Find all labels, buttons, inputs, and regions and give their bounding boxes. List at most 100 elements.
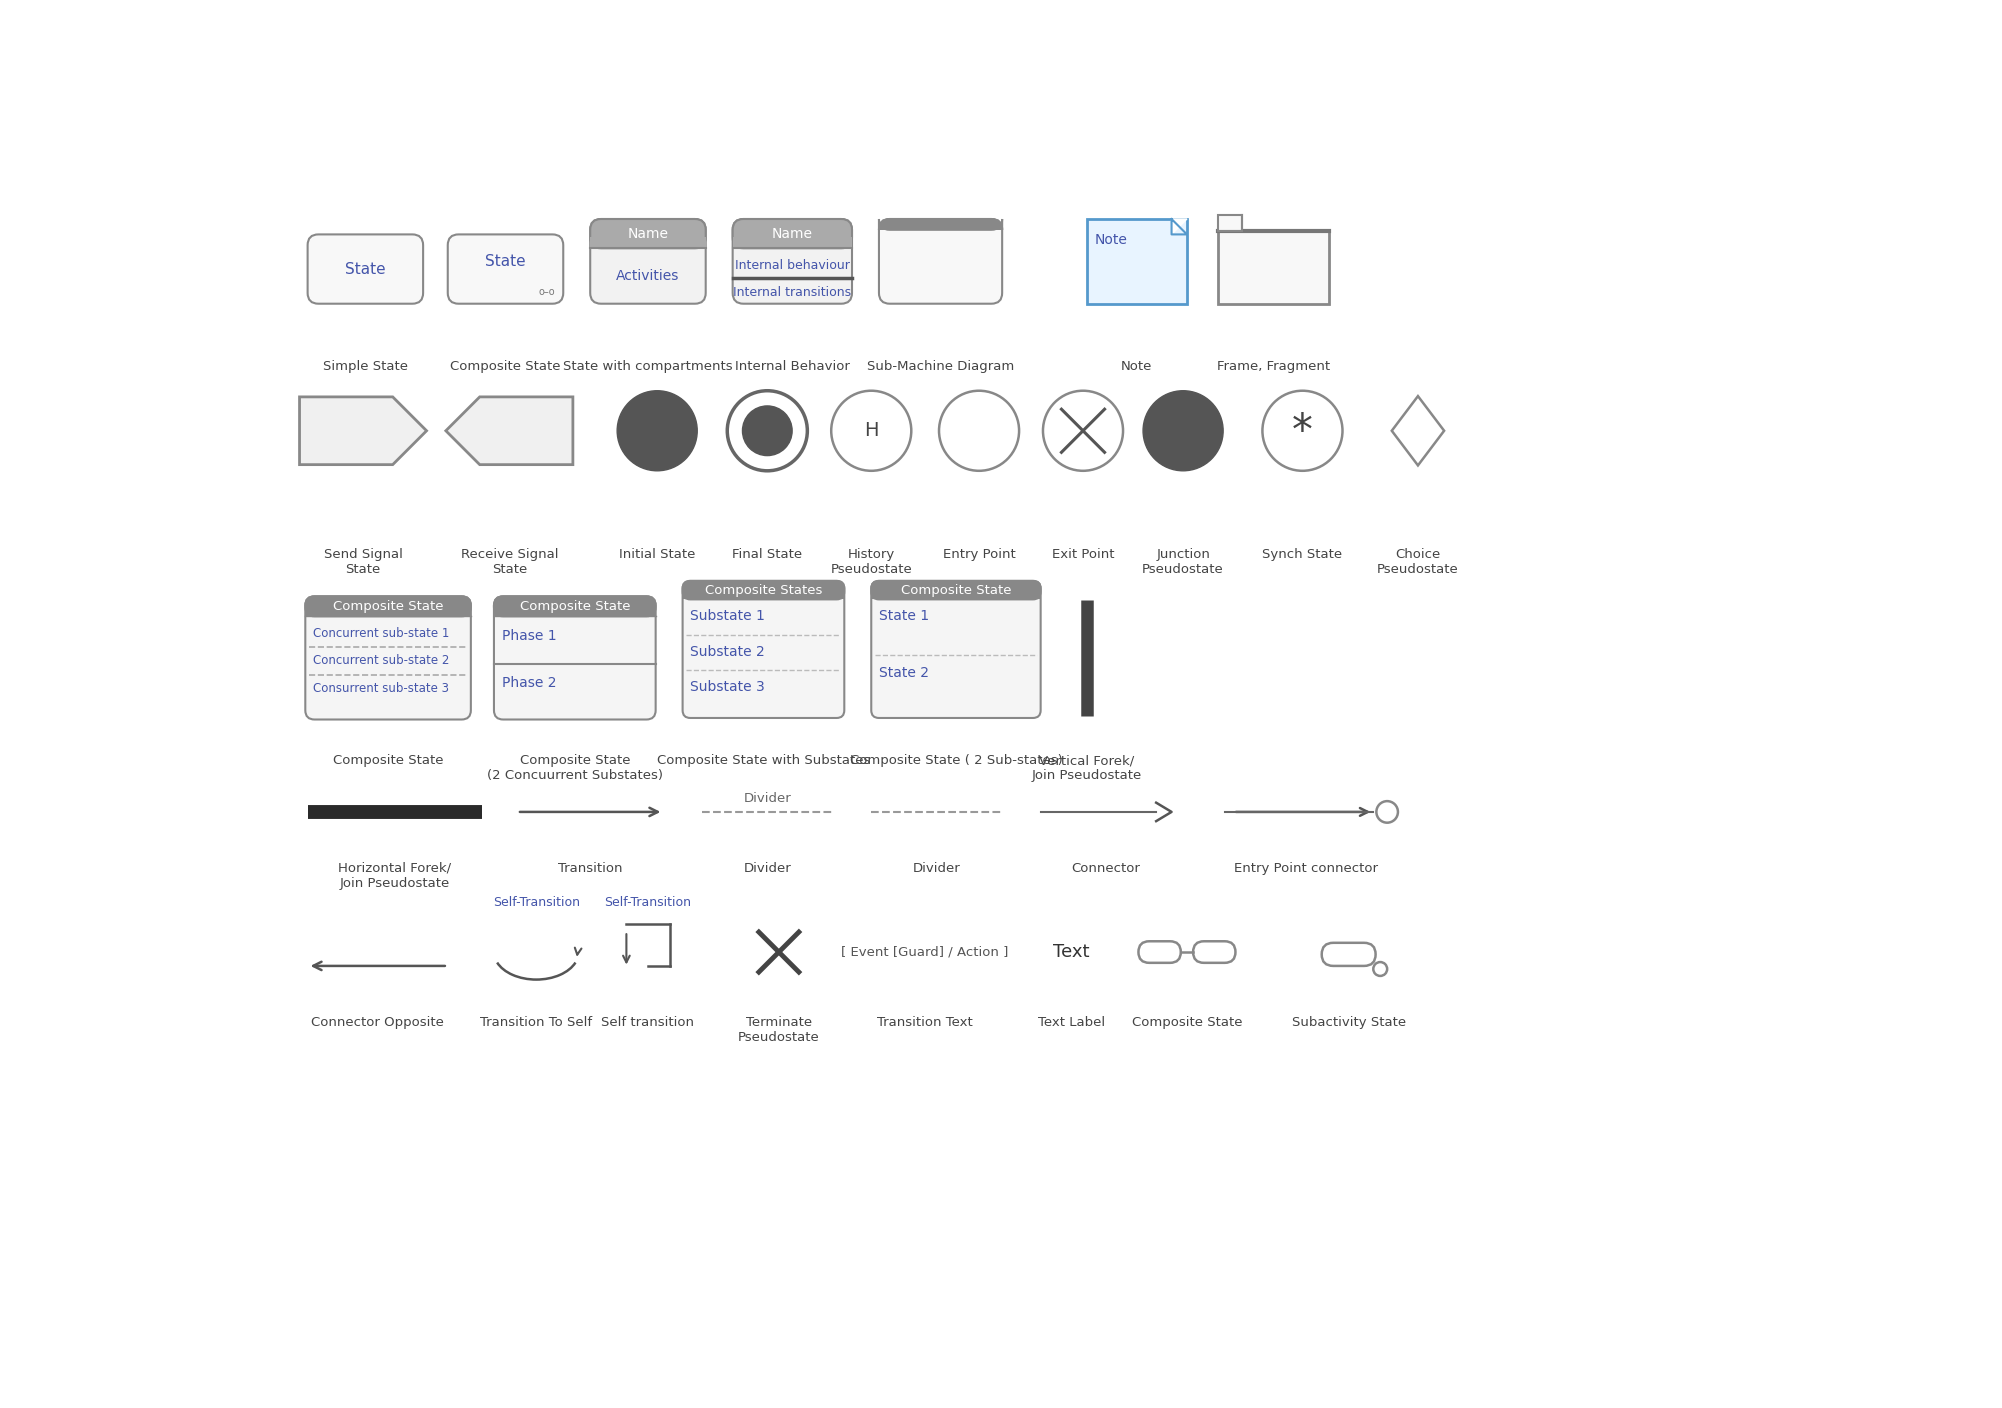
FancyBboxPatch shape <box>683 582 845 600</box>
Text: Substate 3: Substate 3 <box>691 680 765 694</box>
Text: Text: Text <box>1053 943 1089 962</box>
Text: Choice
Pseudostate: Choice Pseudostate <box>1377 548 1459 576</box>
Text: History
Pseudostate: History Pseudostate <box>831 548 913 576</box>
Text: Substate 1: Substate 1 <box>691 610 765 624</box>
Text: [ Event [Guard] / Action ]: [ Event [Guard] / Action ] <box>841 946 1009 959</box>
Text: Initial State: Initial State <box>619 548 695 560</box>
Text: Entry Point connector: Entry Point connector <box>1235 862 1377 874</box>
Text: Frame, Fragment: Frame, Fragment <box>1217 360 1329 373</box>
Text: Concurrent sub-state 1: Concurrent sub-state 1 <box>312 627 448 639</box>
FancyBboxPatch shape <box>494 597 657 617</box>
Text: Self-Transition: Self-Transition <box>605 897 691 910</box>
Polygon shape <box>300 397 426 465</box>
Text: Transition: Transition <box>559 862 623 874</box>
Text: Composite State: Composite State <box>332 755 442 767</box>
Text: Composite State: Composite State <box>450 360 561 373</box>
Text: Name: Name <box>773 227 813 241</box>
Text: Sub-Machine Diagram: Sub-Machine Diagram <box>867 360 1015 373</box>
FancyBboxPatch shape <box>1139 942 1181 963</box>
Circle shape <box>1043 390 1123 470</box>
Text: *: * <box>1291 411 1313 453</box>
Circle shape <box>1263 390 1343 470</box>
Text: Divider: Divider <box>913 862 961 874</box>
FancyBboxPatch shape <box>1321 943 1375 966</box>
Circle shape <box>617 390 697 470</box>
FancyBboxPatch shape <box>591 220 705 304</box>
Text: Phase 1: Phase 1 <box>503 629 557 643</box>
Text: State 1: State 1 <box>879 610 929 624</box>
Bar <box>871 591 1041 600</box>
Text: State: State <box>484 253 527 269</box>
FancyBboxPatch shape <box>683 582 845 718</box>
FancyBboxPatch shape <box>733 220 853 248</box>
FancyBboxPatch shape <box>304 597 470 617</box>
Bar <box>494 608 657 617</box>
Text: Activities: Activities <box>617 269 679 283</box>
Text: Composite State: Composite State <box>332 600 442 612</box>
Circle shape <box>1373 962 1387 976</box>
Text: Divider: Divider <box>743 862 791 874</box>
Text: Connector Opposite: Connector Opposite <box>310 1017 444 1029</box>
Circle shape <box>831 390 911 470</box>
Text: Entry Point: Entry Point <box>943 548 1015 560</box>
Text: Composite State ( 2 Sub-states): Composite State ( 2 Sub-states) <box>849 755 1063 767</box>
Text: State with compartments: State with compartments <box>563 360 733 373</box>
Bar <box>879 224 1003 230</box>
Text: Composite States: Composite States <box>705 584 823 597</box>
Bar <box>591 238 705 248</box>
Bar <box>1087 220 1187 304</box>
FancyBboxPatch shape <box>871 582 1041 600</box>
Text: Name: Name <box>627 227 669 241</box>
Text: o–o: o–o <box>539 287 555 297</box>
Text: Send Signal
State: Send Signal State <box>324 548 402 576</box>
Bar <box>304 608 470 617</box>
Text: Self-Transition: Self-Transition <box>492 897 581 910</box>
Circle shape <box>1377 801 1397 822</box>
Circle shape <box>939 390 1019 470</box>
Text: Connector: Connector <box>1071 862 1141 874</box>
Text: H: H <box>865 421 879 441</box>
Polygon shape <box>1391 396 1443 466</box>
Text: Receive Signal
State: Receive Signal State <box>460 548 559 576</box>
FancyBboxPatch shape <box>879 220 1003 230</box>
Text: Junction
Pseudostate: Junction Pseudostate <box>1143 548 1223 576</box>
Text: Note: Note <box>1121 360 1153 373</box>
Text: Subactivity State: Subactivity State <box>1291 1017 1405 1029</box>
FancyBboxPatch shape <box>304 597 470 719</box>
Text: State: State <box>344 262 386 276</box>
Text: Composite State
(2 Concuurrent Substates): Composite State (2 Concuurrent Substates… <box>486 755 663 783</box>
Text: Simple State: Simple State <box>322 360 408 373</box>
FancyBboxPatch shape <box>879 220 1003 304</box>
Text: Consurrent sub-state 3: Consurrent sub-state 3 <box>312 683 448 696</box>
FancyBboxPatch shape <box>733 220 853 304</box>
Text: Internal transitions: Internal transitions <box>733 286 851 300</box>
Text: Composite State with Substates: Composite State with Substates <box>657 755 871 767</box>
FancyBboxPatch shape <box>871 582 1041 718</box>
FancyBboxPatch shape <box>591 220 705 248</box>
FancyBboxPatch shape <box>448 234 563 304</box>
Text: Terminate
Pseudostate: Terminate Pseudostate <box>739 1017 819 1043</box>
Text: Divider: Divider <box>743 791 791 804</box>
Text: Note: Note <box>1095 232 1127 246</box>
Circle shape <box>1143 390 1223 470</box>
FancyBboxPatch shape <box>1193 942 1235 963</box>
Text: Substate 2: Substate 2 <box>691 645 765 659</box>
Text: Internal Behavior: Internal Behavior <box>735 360 849 373</box>
Circle shape <box>743 406 793 456</box>
Text: Internal behaviour: Internal behaviour <box>735 259 849 272</box>
FancyBboxPatch shape <box>308 234 422 304</box>
Text: Synch State: Synch State <box>1263 548 1343 560</box>
Text: Phase 2: Phase 2 <box>503 676 557 690</box>
Text: Final State: Final State <box>733 548 803 560</box>
Bar <box>733 238 853 248</box>
Text: Exit Point: Exit Point <box>1051 548 1115 560</box>
Polygon shape <box>446 397 573 465</box>
Text: Transition Text: Transition Text <box>877 1017 973 1029</box>
Text: Text Label: Text Label <box>1037 1017 1105 1029</box>
Polygon shape <box>1171 220 1187 234</box>
Bar <box>1217 231 1329 304</box>
FancyBboxPatch shape <box>494 597 657 719</box>
Bar <box>1217 215 1243 231</box>
Text: State 2: State 2 <box>879 666 929 680</box>
Text: Composite State: Composite State <box>1131 1017 1241 1029</box>
